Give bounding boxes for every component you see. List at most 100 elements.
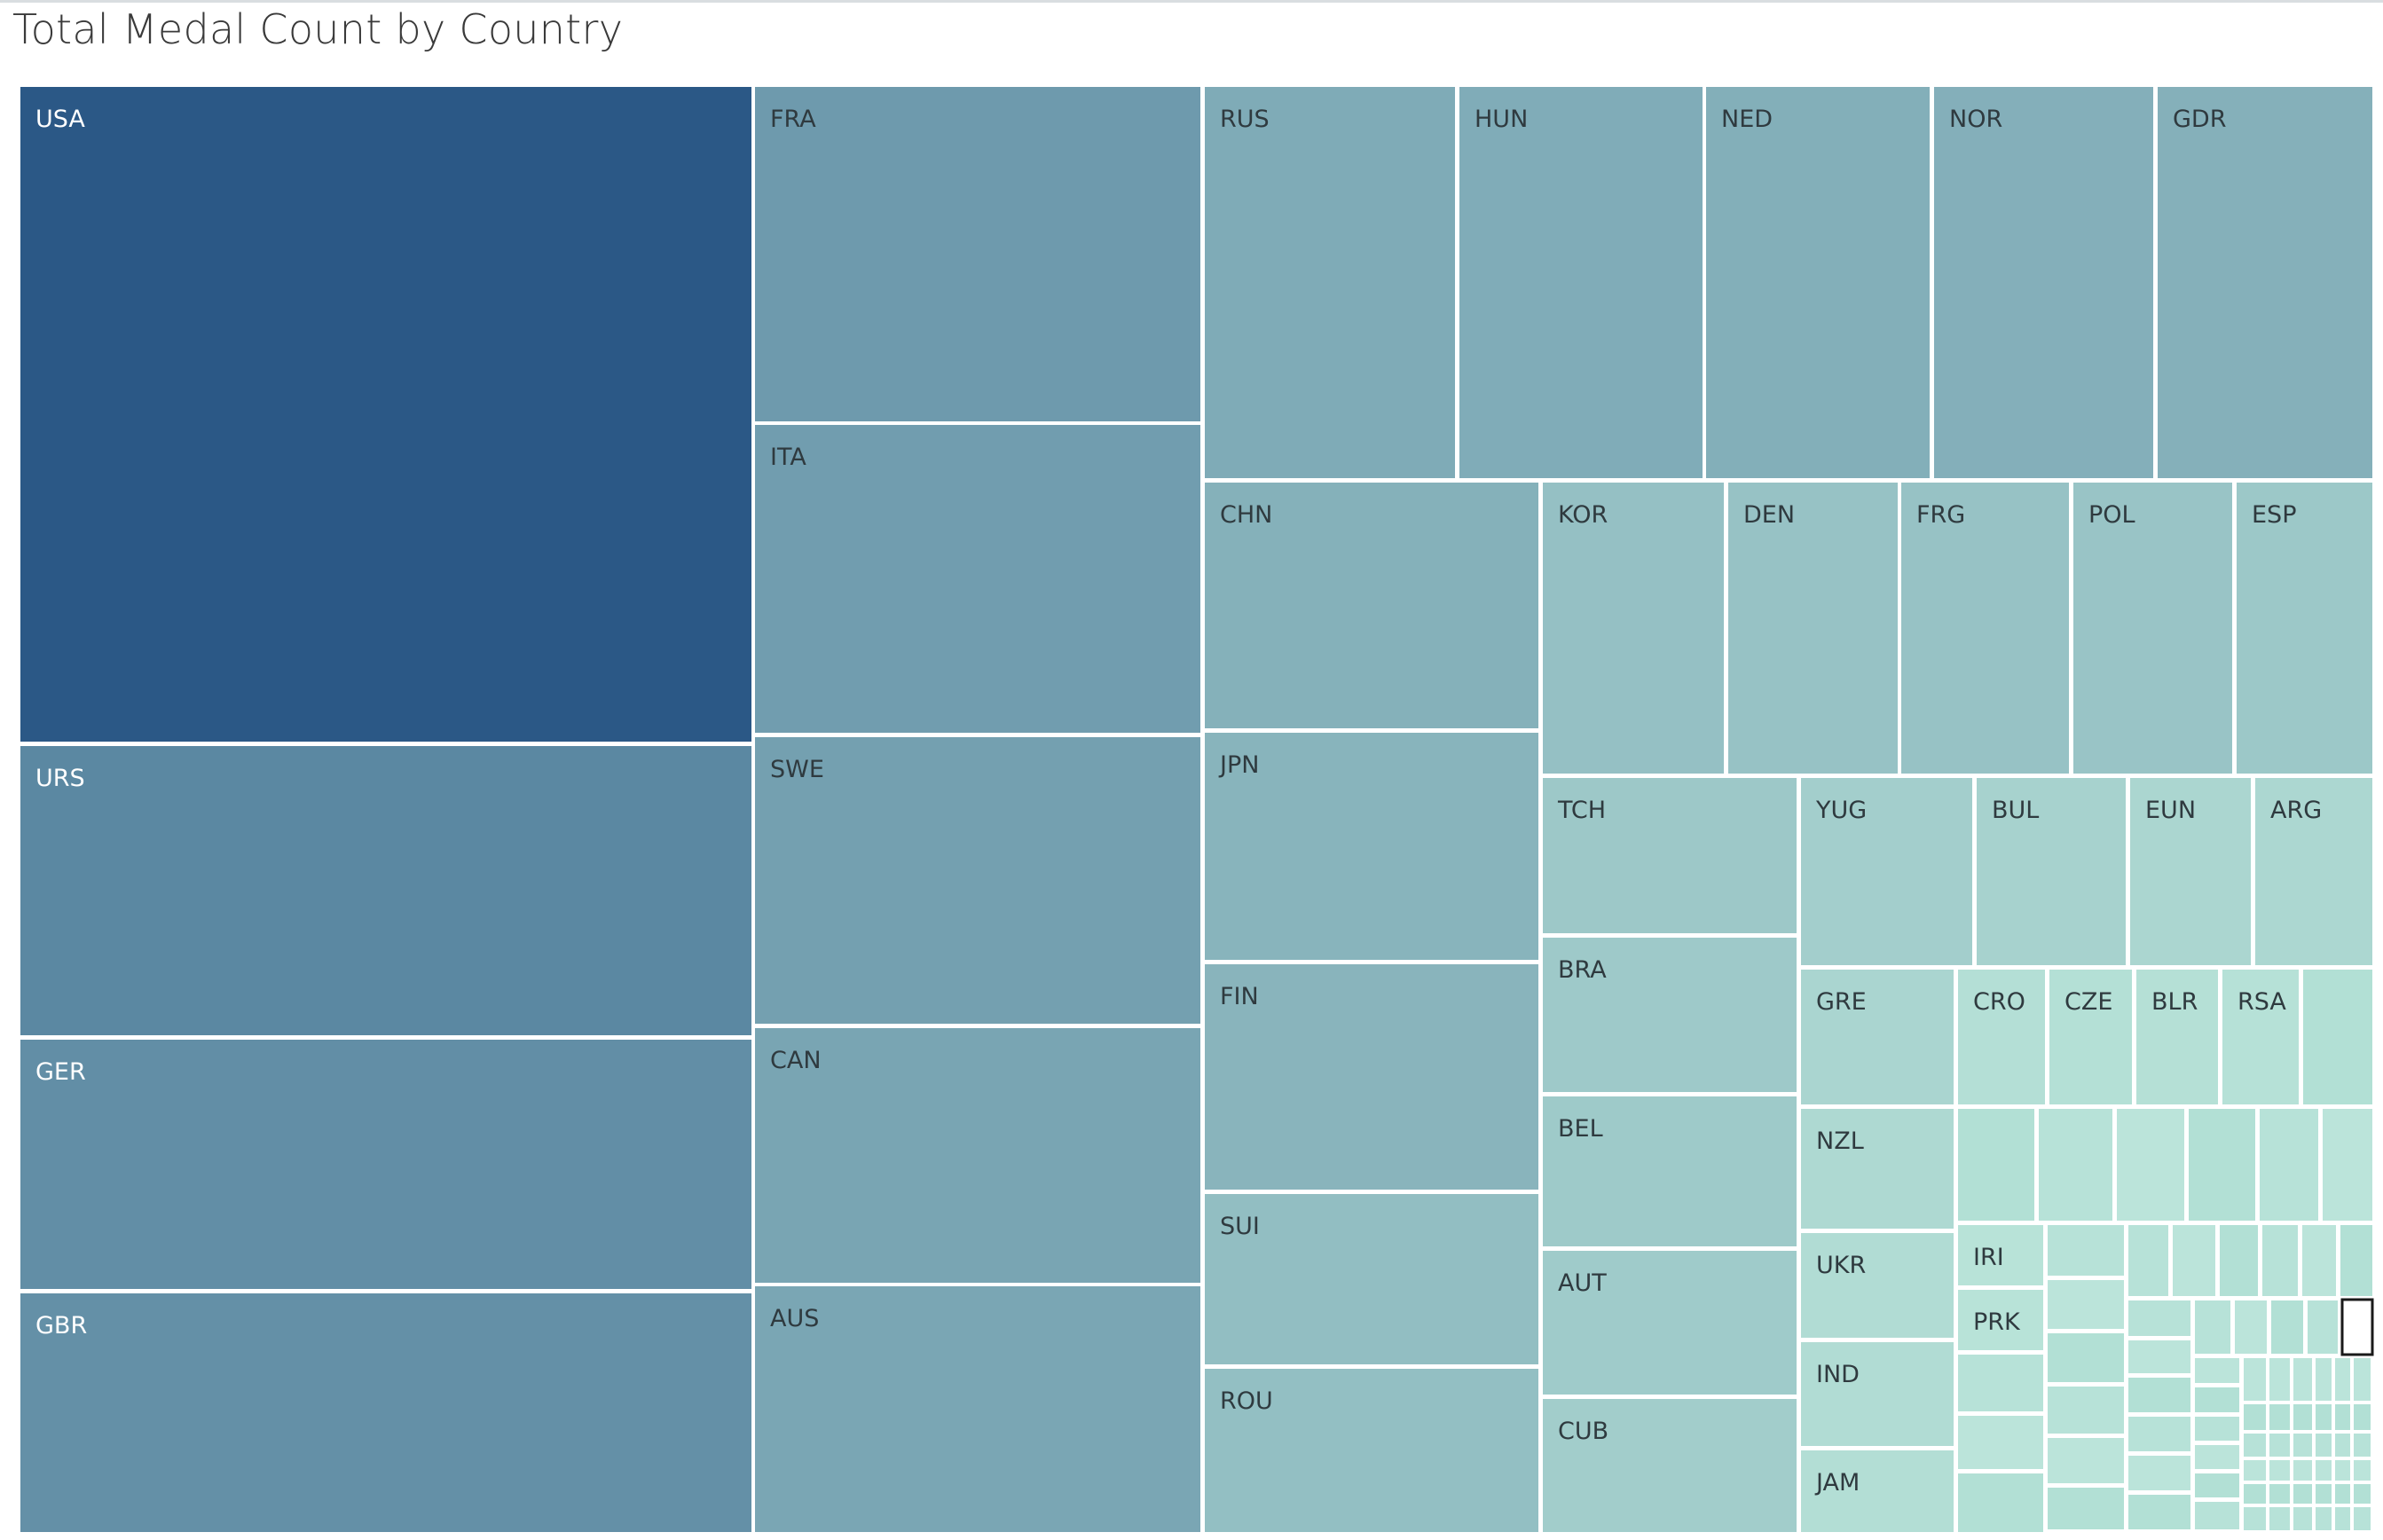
tile-fra[interactable] xyxy=(753,85,1202,423)
tile-small[interactable] xyxy=(2046,1223,2126,1277)
tile-small[interactable] xyxy=(2292,1458,2314,1482)
tile-small[interactable] xyxy=(2242,1482,2268,1505)
tile-small[interactable] xyxy=(2314,1505,2333,1532)
tile-ger[interactable] xyxy=(19,1038,753,1291)
tile-rus[interactable] xyxy=(1203,85,1457,480)
tile-pol[interactable] xyxy=(2072,481,2234,775)
tile-small[interactable] xyxy=(2127,1493,2192,1531)
tile-rsa[interactable] xyxy=(2221,968,2300,1106)
tile-fin[interactable] xyxy=(1203,962,1540,1191)
tile-small[interactable] xyxy=(2314,1402,2333,1432)
tile-cro[interactable] xyxy=(1956,968,2047,1106)
tile-jpn[interactable] xyxy=(1203,731,1540,962)
tile-small[interactable] xyxy=(2046,1436,2126,1485)
tile-small[interactable] xyxy=(2127,1339,2192,1375)
tile-small[interactable] xyxy=(2268,1432,2292,1458)
tile-small[interactable] xyxy=(2268,1458,2292,1482)
tile-urs[interactable] xyxy=(19,744,753,1037)
tile-hun[interactable] xyxy=(1458,85,1704,480)
tile-small[interactable] xyxy=(2115,1107,2186,1222)
tile-small[interactable] xyxy=(2333,1356,2352,1402)
tile-bel[interactable] xyxy=(1541,1095,1798,1248)
tile-small[interactable] xyxy=(2352,1432,2372,1458)
tile-small[interactable] xyxy=(2187,1107,2257,1222)
tile-small[interactable] xyxy=(1956,1414,2045,1471)
tile-small[interactable] xyxy=(2233,1299,2269,1355)
tile-small[interactable] xyxy=(2301,968,2374,1106)
tile-small[interactable] xyxy=(2314,1482,2333,1505)
selected-tile-highlight[interactable] xyxy=(2340,1298,2374,1356)
tile-small[interactable] xyxy=(2193,1443,2241,1471)
tile-small[interactable] xyxy=(2268,1402,2292,1432)
tile-small[interactable] xyxy=(2269,1299,2305,1355)
tile-small[interactable] xyxy=(2292,1482,2314,1505)
tile-tch[interactable] xyxy=(1541,776,1798,935)
tile-small[interactable] xyxy=(2314,1432,2333,1458)
tile-small[interactable] xyxy=(2333,1482,2352,1505)
tile-small[interactable] xyxy=(2321,1107,2374,1222)
tile-small[interactable] xyxy=(2352,1458,2372,1482)
tile-small[interactable] xyxy=(2352,1356,2372,1402)
tile-small[interactable] xyxy=(2339,1223,2374,1298)
tile-small[interactable] xyxy=(2258,1107,2320,1222)
tile-small[interactable] xyxy=(2193,1299,2232,1355)
tile-ukr[interactable] xyxy=(1799,1231,1955,1340)
tile-small[interactable] xyxy=(2127,1376,2192,1414)
tile-small[interactable] xyxy=(2333,1402,2352,1432)
tile-small[interactable] xyxy=(2242,1402,2268,1432)
tile-ita[interactable] xyxy=(753,423,1202,735)
tile-small[interactable] xyxy=(2333,1432,2352,1458)
tile-small[interactable] xyxy=(1956,1472,2045,1534)
tile-small[interactable] xyxy=(2352,1482,2372,1505)
tile-small[interactable] xyxy=(2242,1432,2268,1458)
tile-ned[interactable] xyxy=(1704,85,1931,480)
tile-frg[interactable] xyxy=(1899,481,2071,775)
tile-small[interactable] xyxy=(2037,1107,2114,1222)
tile-small[interactable] xyxy=(2127,1223,2170,1298)
tile-nor[interactable] xyxy=(1932,85,2155,480)
tile-small[interactable] xyxy=(2046,1385,2126,1435)
tile-small[interactable] xyxy=(1956,1353,2045,1413)
tile-small[interactable] xyxy=(2333,1505,2352,1532)
tile-small[interactable] xyxy=(2046,1332,2126,1384)
tile-gdr[interactable] xyxy=(2156,85,2374,480)
tile-aus[interactable] xyxy=(753,1285,1202,1534)
tile-small[interactable] xyxy=(2046,1486,2126,1531)
tile-small[interactable] xyxy=(2127,1454,2192,1492)
tile-small[interactable] xyxy=(2193,1472,2241,1499)
tile-kor[interactable] xyxy=(1541,481,1726,775)
tile-jam[interactable] xyxy=(1799,1449,1955,1534)
tile-gre[interactable] xyxy=(1799,968,1955,1106)
tile-small[interactable] xyxy=(2268,1505,2292,1532)
tile-small[interactable] xyxy=(2127,1299,2192,1338)
tile-prk[interactable] xyxy=(1956,1288,2045,1352)
tile-arg[interactable] xyxy=(2253,776,2374,967)
tile-small[interactable] xyxy=(2268,1482,2292,1505)
tile-iri[interactable] xyxy=(1956,1223,2045,1287)
tile-small[interactable] xyxy=(2193,1415,2241,1442)
tile-small[interactable] xyxy=(2314,1458,2333,1482)
tile-cub[interactable] xyxy=(1541,1397,1798,1534)
tile-small[interactable] xyxy=(2333,1458,2352,1482)
tile-sui[interactable] xyxy=(1203,1192,1540,1366)
tile-small[interactable] xyxy=(2193,1500,2241,1531)
tile-small[interactable] xyxy=(2292,1432,2314,1458)
tile-small[interactable] xyxy=(2193,1386,2241,1414)
tile-blr[interactable] xyxy=(2135,968,2220,1106)
tile-small[interactable] xyxy=(2242,1505,2268,1532)
tile-small[interactable] xyxy=(2300,1223,2338,1298)
tile-small[interactable] xyxy=(2242,1356,2268,1402)
tile-esp[interactable] xyxy=(2235,481,2374,775)
tile-small[interactable] xyxy=(2292,1356,2314,1402)
tile-small[interactable] xyxy=(2046,1278,2126,1331)
tile-small[interactable] xyxy=(2127,1415,2192,1453)
tile-swe[interactable] xyxy=(753,735,1202,1025)
tile-small[interactable] xyxy=(2352,1505,2372,1532)
tile-eun[interactable] xyxy=(2128,776,2253,967)
tile-bul[interactable] xyxy=(1975,776,2127,967)
tile-aut[interactable] xyxy=(1541,1249,1798,1396)
tile-small[interactable] xyxy=(2242,1458,2268,1482)
tile-small[interactable] xyxy=(2306,1299,2340,1355)
tile-usa[interactable] xyxy=(19,85,753,743)
tile-small[interactable] xyxy=(2292,1402,2314,1432)
